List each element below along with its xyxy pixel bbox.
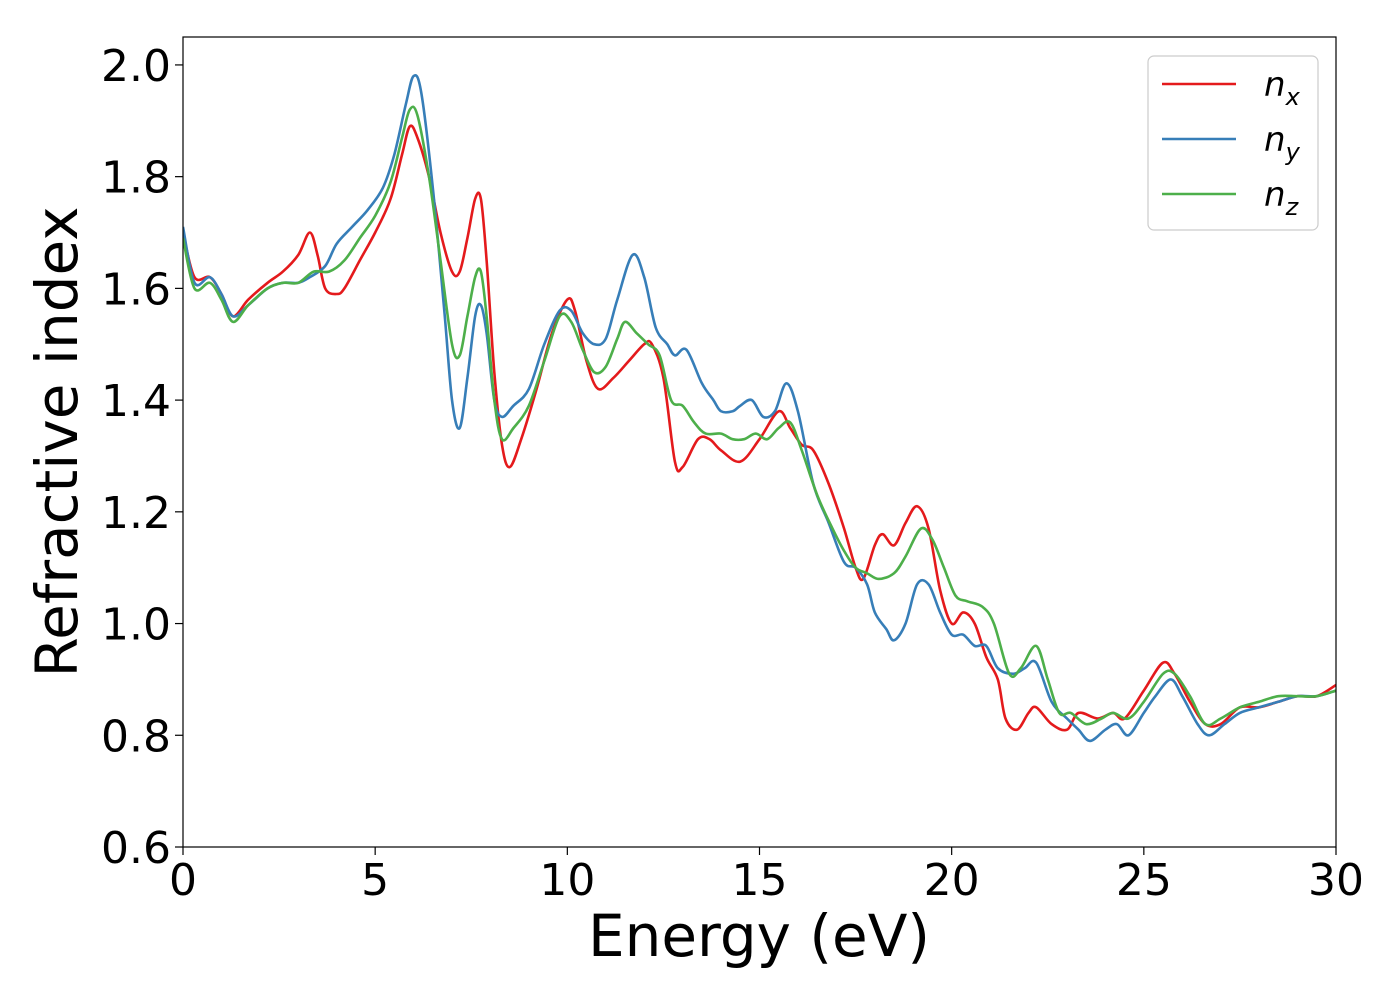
- x-axis-title: Energy (eV): [588, 902, 930, 970]
- y-axis-title: Refractive index: [23, 206, 91, 677]
- x-tick-label: 15: [732, 855, 788, 906]
- y-tick-label: 0.6: [101, 823, 171, 874]
- series-line-nz: [183, 105, 1336, 727]
- y-tick-label: 1.6: [101, 264, 171, 315]
- x-axis: 0 5 10 15 20 25 30: [169, 847, 1364, 906]
- y-tick-label: 2.0: [101, 41, 171, 92]
- y-tick-label: 0.8: [101, 711, 171, 762]
- plot-area: [182, 36, 1337, 848]
- legend-box: [1147, 55, 1319, 231]
- x-tick-label: 10: [539, 855, 595, 906]
- x-tick-label: 0: [169, 855, 197, 906]
- x-tick-label: 30: [1308, 855, 1364, 906]
- series-line-ny: [183, 74, 1336, 743]
- y-axis: 0.6 0.8 1.0 1.2 1.4 1.6 1.8 2.0: [101, 41, 183, 874]
- x-tick-label: 20: [924, 855, 980, 906]
- x-tick-label: 25: [1116, 855, 1172, 906]
- y-tick-label: 1.2: [101, 488, 171, 539]
- x-tick-label: 5: [361, 855, 389, 906]
- y-tick-label: 1.4: [101, 376, 171, 427]
- y-tick-label: 1.8: [101, 153, 171, 204]
- y-tick-label: 1.0: [101, 600, 171, 651]
